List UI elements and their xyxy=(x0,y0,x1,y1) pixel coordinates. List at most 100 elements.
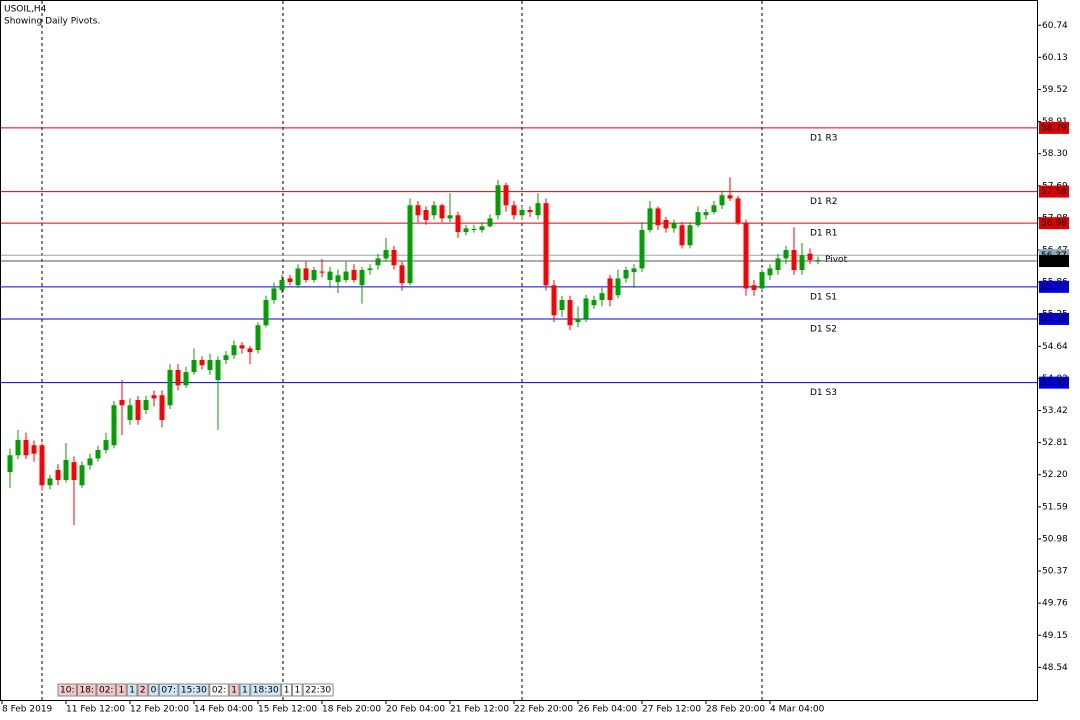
candle-body xyxy=(791,250,797,270)
price-label-box xyxy=(1039,280,1069,293)
candle-body xyxy=(71,462,77,480)
chart-title: USOIL,H4 xyxy=(4,5,47,15)
price-label: 53.95 xyxy=(1041,378,1067,388)
candle-body xyxy=(615,278,621,296)
price-label: 58.79 xyxy=(1041,123,1067,133)
candle-body xyxy=(103,440,109,450)
candle-body xyxy=(7,455,13,473)
candle-body xyxy=(351,270,357,280)
candle-body xyxy=(383,250,389,259)
candle-body xyxy=(591,300,597,306)
last-price-box xyxy=(1039,255,1069,268)
session-label: 1 xyxy=(242,686,248,696)
candle-body xyxy=(807,253,813,260)
candle-body xyxy=(31,445,37,454)
x-tick-label: 21 Feb 12:00 xyxy=(450,705,509,715)
session-label: 22:30 xyxy=(305,686,331,696)
candle-body xyxy=(175,370,181,386)
session-label: 02: xyxy=(99,686,113,696)
pivot-level-name: D1 R2 xyxy=(810,197,838,207)
candle-body xyxy=(695,212,701,226)
price-label: 55.77 xyxy=(1041,282,1067,292)
session-box xyxy=(115,683,127,697)
candle-body xyxy=(799,255,805,270)
y-tick-label: 49.76 xyxy=(1042,599,1068,609)
session-box xyxy=(239,683,251,697)
y-tick-label: 54.64 xyxy=(1042,342,1068,352)
candle-body xyxy=(767,268,773,276)
candle-body xyxy=(567,300,573,326)
candle-body xyxy=(375,258,381,266)
candle-body xyxy=(519,210,525,216)
y-tick-label: 52.20 xyxy=(1042,470,1068,480)
session-box xyxy=(158,683,179,697)
session-box xyxy=(137,683,149,697)
session-box xyxy=(228,683,240,697)
session-label: 0 xyxy=(151,686,157,696)
chart-subtitle: Showing Daily Pivots. xyxy=(4,17,100,27)
x-tick-label: 22 Feb 20:00 xyxy=(514,705,573,715)
session-box xyxy=(250,683,282,697)
candle-body xyxy=(79,465,85,486)
price-label-box xyxy=(1039,185,1069,198)
candle-body xyxy=(783,250,789,259)
candle-body xyxy=(743,222,749,289)
candle-body xyxy=(159,395,165,420)
pivot-level-name: Pivot xyxy=(825,255,848,265)
session-label: 1 xyxy=(284,686,290,696)
candle-body xyxy=(271,288,277,300)
candle-body xyxy=(399,265,405,284)
candle-body xyxy=(327,271,333,280)
candle-body xyxy=(711,205,717,213)
session-box xyxy=(57,683,77,697)
candle-body xyxy=(687,225,693,246)
candle-body xyxy=(303,268,309,280)
candle-body xyxy=(455,215,461,233)
pivot-level-name: D1 S1 xyxy=(810,292,837,302)
candle-body xyxy=(463,228,469,233)
candle-body xyxy=(111,405,117,446)
session-label: 10: xyxy=(60,686,74,696)
candle-body xyxy=(215,360,221,380)
candle-body xyxy=(639,230,645,269)
pivot-level-name: D1 R3 xyxy=(810,133,838,143)
price-label-box xyxy=(1039,121,1069,134)
candle-body xyxy=(727,195,733,199)
price-label-box xyxy=(1039,312,1069,325)
candle-body xyxy=(631,268,637,273)
candle-body xyxy=(295,268,301,286)
session-label: 1 xyxy=(294,686,300,696)
candle-body xyxy=(719,195,725,206)
candle-body xyxy=(23,440,29,456)
price-label-box xyxy=(1039,376,1069,389)
candle-body xyxy=(95,450,101,459)
session-box xyxy=(209,683,229,697)
candle-body xyxy=(503,185,509,206)
x-tick-label: 8 Feb 2019 xyxy=(2,705,53,715)
x-tick-label: 18 Feb 20:00 xyxy=(322,705,381,715)
candle-body xyxy=(359,270,365,286)
x-tick-label: 28 Feb 20:00 xyxy=(706,705,765,715)
candle-body xyxy=(511,205,517,216)
candle-body xyxy=(447,215,453,219)
candle-body xyxy=(319,271,325,273)
candle-body xyxy=(15,440,21,456)
candle-body xyxy=(223,355,229,360)
session-label: 07: xyxy=(161,686,175,696)
price-label: 56.98 xyxy=(1041,219,1067,229)
candle-body xyxy=(231,345,237,356)
candle-body xyxy=(343,271,349,280)
candle-body xyxy=(407,205,413,284)
candle-body xyxy=(47,478,53,486)
y-tick-label: 52.81 xyxy=(1042,438,1068,448)
pivot-level-name: D1 R1 xyxy=(810,229,838,239)
candle-body xyxy=(391,250,397,266)
y-tick-label: 59.52 xyxy=(1042,85,1068,95)
y-tick-label: 60.13 xyxy=(1042,53,1068,63)
candle-body xyxy=(623,270,629,279)
session-label: 02: xyxy=(212,686,226,696)
candle-body xyxy=(599,293,605,300)
price-label: 55.16 xyxy=(1041,314,1067,324)
candle-body xyxy=(423,210,429,220)
candle-body xyxy=(119,400,125,406)
